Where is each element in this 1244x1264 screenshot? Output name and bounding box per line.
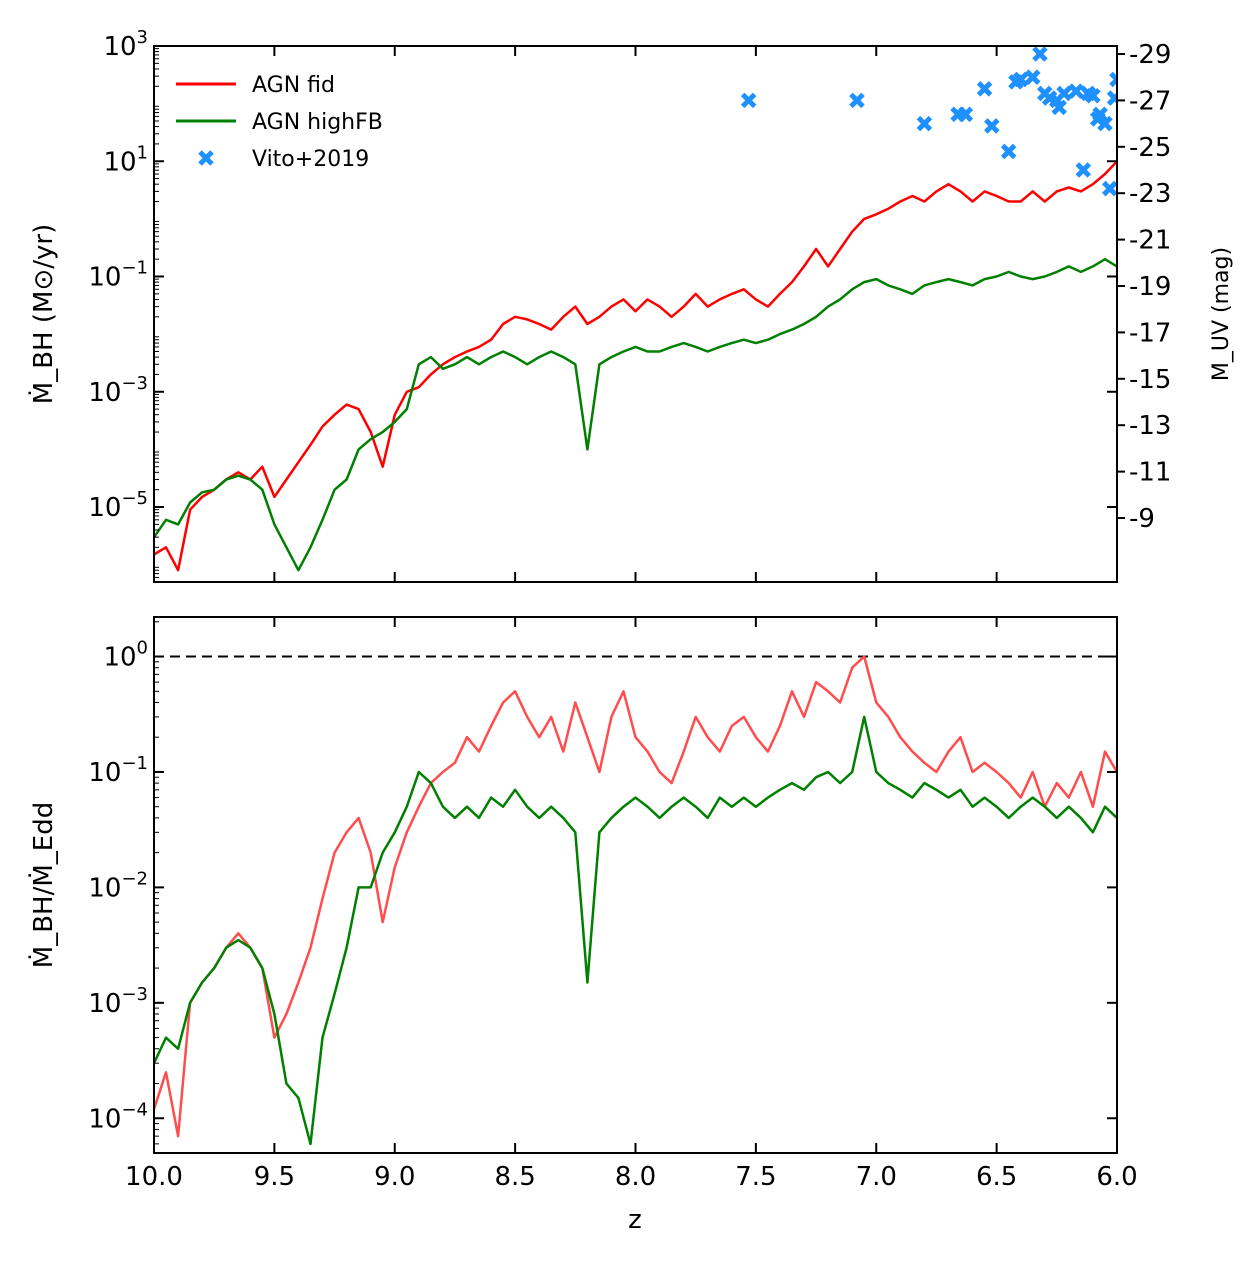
bottom-xtick-label: 6.0 <box>1096 1162 1137 1192</box>
scatter-point-vito2019 <box>957 106 974 123</box>
legend-entry: Vito+2019 <box>198 147 369 172</box>
scatter-point-vito2019 <box>1097 115 1113 132</box>
series-line-agn-fid <box>154 160 1117 572</box>
bottom-y-axis-label: Ṁ_BH/Ṁ_Edd <box>27 802 59 968</box>
scatter-point-vito2019 <box>916 115 933 132</box>
legend-entry: AGN fid <box>176 73 335 98</box>
top-ytick-label: 101 <box>103 142 148 177</box>
top-y-axis-label: Ṁ_BH (M⊙/yr) <box>27 224 59 404</box>
scatter-point-vito2019 <box>1075 162 1092 178</box>
top-ytick-label: 10−1 <box>88 258 148 293</box>
top-ytick-label: 10−3 <box>88 373 148 408</box>
scatter-point-vito2019 <box>849 92 865 109</box>
top-rtick-label: -29 <box>1129 40 1171 70</box>
scatter-point-vito2019 <box>1000 143 1017 160</box>
bottom-xtick-label: 7.0 <box>856 1162 897 1192</box>
scatter-point-vito2019 <box>976 81 993 97</box>
legend-label: Vito+2019 <box>252 147 369 172</box>
bottom-xtick-label: 8.0 <box>615 1162 656 1192</box>
top-panel: 103 101 10−1 10−3 10−5 -29 -27 -25 -23 -21 -19 -17… <box>27 27 1234 583</box>
top-rtick-label: -11 <box>1129 458 1171 488</box>
bottom-xtick-label: 7.5 <box>735 1162 776 1192</box>
top-rtick-label: -19 <box>1129 272 1171 302</box>
bottom-ytick-label: 10−4 <box>88 1099 148 1134</box>
top-right-axis-label: M_UV (mag) <box>1209 247 1234 381</box>
legend-label: AGN highFB <box>252 110 383 135</box>
series-line-agn-highfb <box>154 257 1117 572</box>
top-rtick-label: -9 <box>1129 504 1155 534</box>
top-rtick-label: -13 <box>1129 411 1171 441</box>
top-rtick-label: -17 <box>1129 318 1171 348</box>
bottom-ytick-label: 10−1 <box>88 753 148 788</box>
top-rtick-label: -15 <box>1129 365 1171 395</box>
scatter-point-vito2019 <box>1024 69 1041 85</box>
legend-label: AGN fid <box>252 73 335 98</box>
top-ytick-label: 10−5 <box>88 488 148 523</box>
bottom-plot-frame <box>153 616 1118 1154</box>
scatter-point-vito2019 <box>1068 83 1084 99</box>
top-rtick-label: -21 <box>1129 226 1171 256</box>
bottom-ytick-label: 100 <box>103 638 148 673</box>
legend-entry: AGN highFB <box>176 110 383 135</box>
top-rtick-label: -25 <box>1129 133 1171 163</box>
scatter-point-vito2019 <box>1106 90 1117 106</box>
scatter-point-vito2019 <box>1012 71 1029 88</box>
top-rtick-label: -27 <box>1129 86 1171 116</box>
scatter-point-vito2019 <box>984 118 1000 134</box>
scatter-point-vito2019 <box>1102 180 1117 197</box>
bottom-panel: 100 10−1 10−2 10−3 10−4 10.0 9.5 9.0 8.5 8.0 7.5 7… <box>27 616 1138 1235</box>
series-line-agn-fid <box>154 655 1117 1138</box>
scatter-point-vito2019 <box>1109 71 1117 88</box>
bottom-ytick-label: 10−3 <box>88 984 148 1019</box>
scatter-point-vito2019 <box>740 92 757 109</box>
scatter-point-vito2019 <box>1056 85 1072 102</box>
bottom-xtick-label: 6.5 <box>976 1162 1017 1192</box>
legend-marker <box>198 150 214 166</box>
top-ytick-label: 103 <box>103 27 148 62</box>
bottom-ytick-label: 10−2 <box>88 868 148 903</box>
legend: AGN fid AGN highFB Vito+2019 <box>176 73 383 172</box>
top-rtick-label: -23 <box>1129 179 1171 209</box>
series-line-agn-highfb <box>154 715 1117 1146</box>
bottom-xtick-label: 9.0 <box>374 1162 415 1192</box>
bottom-xtick-label: 9.5 <box>254 1162 295 1192</box>
bottom-xtick-label: 10.0 <box>125 1162 183 1192</box>
scatter-point-vito2019 <box>1085 87 1101 104</box>
scatter-point-vito2019 <box>1092 106 1108 123</box>
x-axis-label: z <box>628 1205 642 1235</box>
scatter-point-vito2019 <box>1051 99 1067 116</box>
scatter-point-vito2019 <box>1032 46 1048 62</box>
bottom-xtick-label: 8.5 <box>494 1162 535 1192</box>
